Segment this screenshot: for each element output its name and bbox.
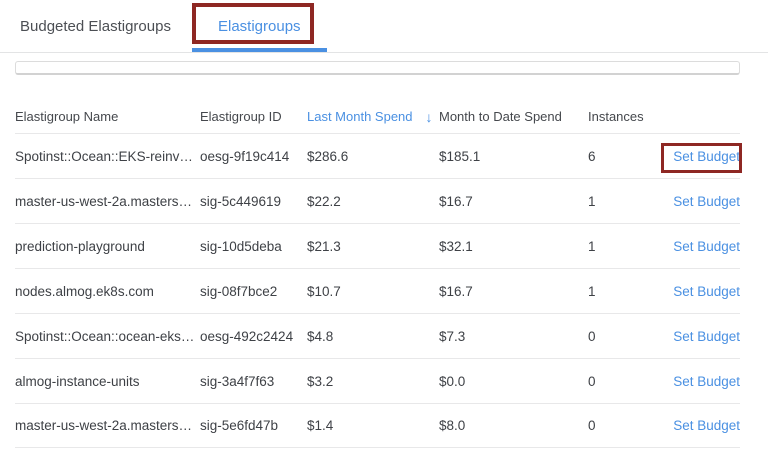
cell-elastigroup-id: sig-5e6fd47b	[200, 418, 279, 433]
filter-input[interactable]	[15, 61, 740, 75]
cell-elastigroup-id: oesg-492c2424	[200, 328, 294, 344]
table-row: nodes.almog.ek8s.com sig-08f7bce2 $10.7 …	[15, 268, 740, 313]
column-header-elastigroup-id[interactable]: Elastigroup ID	[200, 109, 282, 124]
column-header-last-month-spend-label: Last Month Spend	[307, 109, 413, 124]
cell-elastigroup-id: sig-10d5deba	[200, 238, 282, 254]
cell-instances: 6	[588, 148, 596, 164]
cell-last-month-spend: $21.3	[307, 238, 341, 254]
cell-elastigroup-id: sig-5c449619	[200, 193, 282, 209]
cell-elastigroup-id: oesg-9f19c414	[200, 148, 290, 164]
set-budget-link[interactable]: Set Budget	[673, 238, 740, 254]
tab-elastigroups[interactable]: Elastigroups	[218, 18, 301, 35]
cell-elastigroup-name: master-us-west-2a.masters…	[15, 193, 193, 209]
set-budget-link[interactable]: Set Budget	[673, 328, 740, 344]
cell-instances: 0	[588, 418, 596, 433]
cell-last-month-spend: $4.8	[307, 328, 334, 344]
cell-instances: 0	[588, 328, 596, 344]
cell-elastigroup-id: sig-3a4f7f63	[200, 373, 275, 389]
cell-elastigroup-name: master-us-west-2a.masters…	[15, 418, 193, 433]
table-row: master-us-west-2a.masters… sig-5c449619 …	[15, 178, 740, 223]
cell-last-month-spend: $286.6	[307, 148, 349, 164]
cell-month-to-date-spend: $16.7	[439, 283, 473, 299]
column-header-last-month-spend[interactable]: Last Month Spend ↓	[307, 109, 439, 124]
column-header-month-to-date-spend[interactable]: Month to Date Spend	[439, 109, 562, 124]
cell-month-to-date-spend: $185.1	[439, 148, 481, 164]
table-row: Spotinst::Ocean::ocean-eks… oesg-492c242…	[15, 313, 740, 358]
cell-month-to-date-spend: $16.7	[439, 193, 473, 209]
cell-month-to-date-spend: $32.1	[439, 238, 473, 254]
table-row: prediction-playground sig-10d5deba $21.3…	[15, 223, 740, 268]
cell-elastigroup-id: sig-08f7bce2	[200, 283, 278, 299]
cell-elastigroup-name: nodes.almog.ek8s.com	[15, 283, 154, 299]
tab-budgeted-elastigroups[interactable]: Budgeted Elastigroups	[20, 18, 171, 35]
set-budget-link[interactable]: Set Budget	[673, 193, 740, 209]
cell-instances: 1	[588, 238, 596, 254]
cell-elastigroup-name: Spotinst::Ocean::EKS-reinv…	[15, 148, 193, 164]
active-tab-underline	[192, 48, 327, 52]
cell-elastigroup-name: prediction-playground	[15, 238, 145, 254]
set-budget-link[interactable]: Set Budget	[673, 283, 740, 299]
column-header-instances[interactable]: Instances	[588, 109, 644, 124]
cell-instances: 1	[588, 283, 596, 299]
table-row: master-us-west-2a.masters… sig-5e6fd47b …	[15, 403, 740, 448]
cell-last-month-spend: $10.7	[307, 283, 341, 299]
set-budget-link[interactable]: Set Budget	[673, 418, 740, 433]
cell-instances: 1	[588, 193, 596, 209]
cell-month-to-date-spend: $7.3	[439, 328, 466, 344]
cell-month-to-date-spend: $8.0	[439, 418, 466, 433]
cell-last-month-spend: $3.2	[307, 373, 334, 389]
cell-last-month-spend: $1.4	[307, 418, 334, 433]
tab-bar: Budgeted Elastigroups Elastigroups	[0, 0, 768, 53]
sort-descending-icon: ↓	[425, 108, 433, 125]
cell-elastigroup-name: almog-instance-units	[15, 373, 140, 389]
table-row: Spotinst::Ocean::EKS-reinv… oesg-9f19c41…	[15, 133, 740, 178]
set-budget-link[interactable]: Set Budget	[673, 148, 740, 164]
elastigroups-table: Elastigroup Name Elastigroup ID Last Mon…	[15, 100, 740, 448]
set-budget-link[interactable]: Set Budget	[673, 373, 740, 389]
table-header-row: Elastigroup Name Elastigroup ID Last Mon…	[15, 100, 740, 133]
table-row: almog-instance-units sig-3a4f7f63 $3.2 $…	[15, 358, 740, 403]
cell-last-month-spend: $22.2	[307, 193, 341, 209]
cell-instances: 0	[588, 373, 596, 389]
cell-month-to-date-spend: $0.0	[439, 373, 466, 389]
cell-elastigroup-name: Spotinst::Ocean::ocean-eks…	[15, 328, 195, 344]
column-header-elastigroup-name[interactable]: Elastigroup Name	[15, 109, 119, 124]
